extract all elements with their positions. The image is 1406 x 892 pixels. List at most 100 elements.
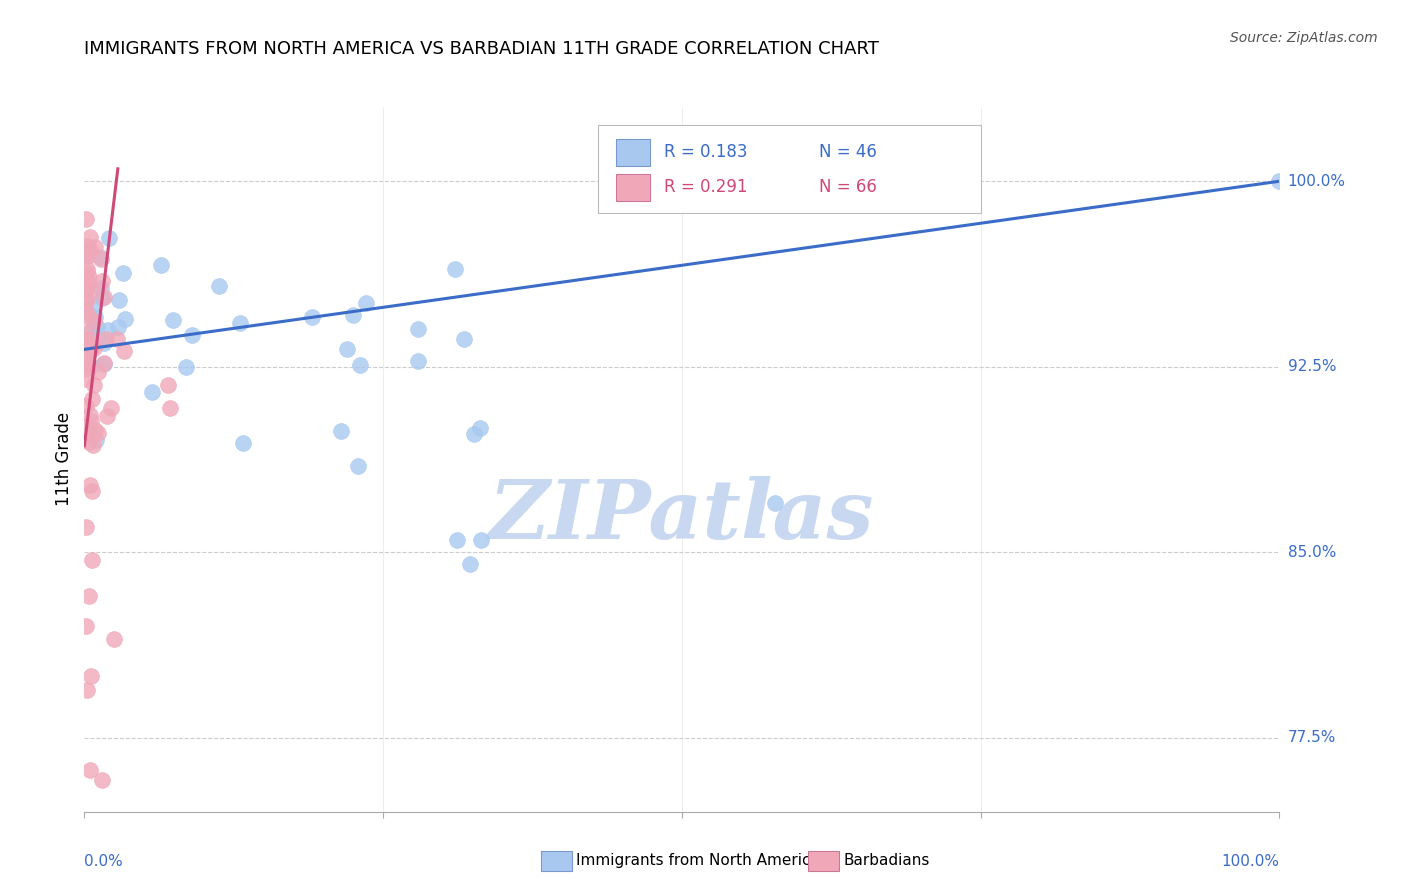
Point	[93, 356, 115, 370]
Point	[91, 772, 114, 787]
Point	[77, 269, 100, 284]
FancyBboxPatch shape	[599, 125, 981, 212]
Text: N = 46: N = 46	[820, 143, 877, 161]
Y-axis label: 11th Grade: 11th Grade	[55, 412, 73, 507]
Point	[103, 632, 125, 646]
Point	[77, 276, 100, 290]
Point	[75, 399, 97, 413]
Point	[765, 496, 787, 510]
Point	[76, 357, 98, 371]
Point	[75, 330, 97, 344]
Point	[84, 310, 107, 325]
Point	[90, 252, 112, 266]
Point	[77, 425, 100, 440]
Point	[93, 336, 115, 351]
Point	[330, 424, 353, 438]
Point	[75, 326, 97, 340]
Point	[77, 248, 100, 262]
Point	[90, 281, 112, 295]
Point	[453, 332, 475, 346]
Point	[76, 682, 98, 697]
Point	[83, 298, 105, 312]
Point	[75, 246, 97, 260]
Point	[89, 251, 111, 265]
Point	[232, 436, 254, 450]
Point	[87, 425, 110, 440]
Point	[77, 306, 100, 320]
Point	[80, 392, 103, 406]
Text: ZIPatlas: ZIPatlas	[489, 475, 875, 556]
Point	[80, 283, 103, 297]
Point	[112, 343, 135, 358]
Point	[470, 421, 492, 435]
Point	[107, 320, 129, 334]
Point	[157, 377, 180, 392]
Text: 100.0%: 100.0%	[1288, 174, 1346, 189]
Point	[1268, 174, 1291, 188]
Point	[75, 362, 97, 376]
Point	[83, 378, 105, 392]
Point	[80, 414, 103, 428]
FancyBboxPatch shape	[616, 174, 650, 201]
Point	[75, 304, 97, 318]
Point	[446, 533, 468, 547]
Point	[80, 340, 103, 354]
Point	[79, 669, 101, 683]
Point	[229, 316, 252, 330]
Point	[93, 357, 115, 371]
Text: IMMIGRANTS FROM NORTH AMERICA VS BARBADIAN 11TH GRADE CORRELATION CHART: IMMIGRANTS FROM NORTH AMERICA VS BARBADI…	[84, 40, 879, 58]
Point	[84, 240, 107, 254]
Point	[336, 343, 359, 357]
Point	[162, 313, 184, 327]
Point	[159, 401, 181, 416]
Point	[86, 434, 108, 448]
Text: R = 0.291: R = 0.291	[664, 178, 748, 196]
Point	[77, 435, 100, 450]
Point	[444, 261, 467, 276]
Text: 85.0%: 85.0%	[1288, 545, 1336, 559]
Point	[301, 310, 323, 324]
Point	[75, 282, 97, 296]
Point	[100, 401, 122, 415]
Point	[90, 274, 112, 288]
Point	[77, 310, 100, 324]
Point	[79, 477, 101, 491]
Point	[75, 342, 97, 356]
Point	[458, 558, 481, 572]
Point	[114, 312, 136, 326]
Point	[79, 763, 101, 777]
Point	[347, 459, 370, 474]
Point	[354, 296, 377, 310]
Point	[76, 356, 98, 370]
Point	[181, 328, 204, 343]
Point	[79, 229, 101, 244]
Point	[94, 332, 117, 346]
Point	[82, 438, 104, 452]
Text: 0.0%: 0.0%	[84, 854, 124, 869]
Point	[76, 265, 98, 279]
Point	[75, 619, 97, 633]
Text: 92.5%: 92.5%	[1288, 359, 1336, 374]
Point	[79, 409, 101, 423]
Text: R = 0.183: R = 0.183	[664, 143, 748, 161]
Point	[75, 292, 97, 306]
Point	[75, 212, 97, 227]
Point	[406, 354, 429, 368]
Text: Source: ZipAtlas.com: Source: ZipAtlas.com	[1230, 31, 1378, 45]
Point	[79, 243, 101, 257]
Point	[86, 320, 108, 334]
Point	[90, 291, 112, 305]
Point	[98, 231, 121, 245]
Point	[406, 322, 429, 336]
Text: N = 66: N = 66	[820, 178, 877, 196]
FancyBboxPatch shape	[616, 139, 650, 166]
Point	[75, 294, 97, 309]
Point	[77, 589, 100, 603]
Point	[80, 552, 103, 566]
Point	[93, 290, 115, 304]
Point	[80, 483, 103, 498]
Point	[470, 533, 492, 547]
Text: 100.0%: 100.0%	[1222, 854, 1279, 869]
Point	[77, 332, 100, 346]
Point	[83, 314, 105, 328]
